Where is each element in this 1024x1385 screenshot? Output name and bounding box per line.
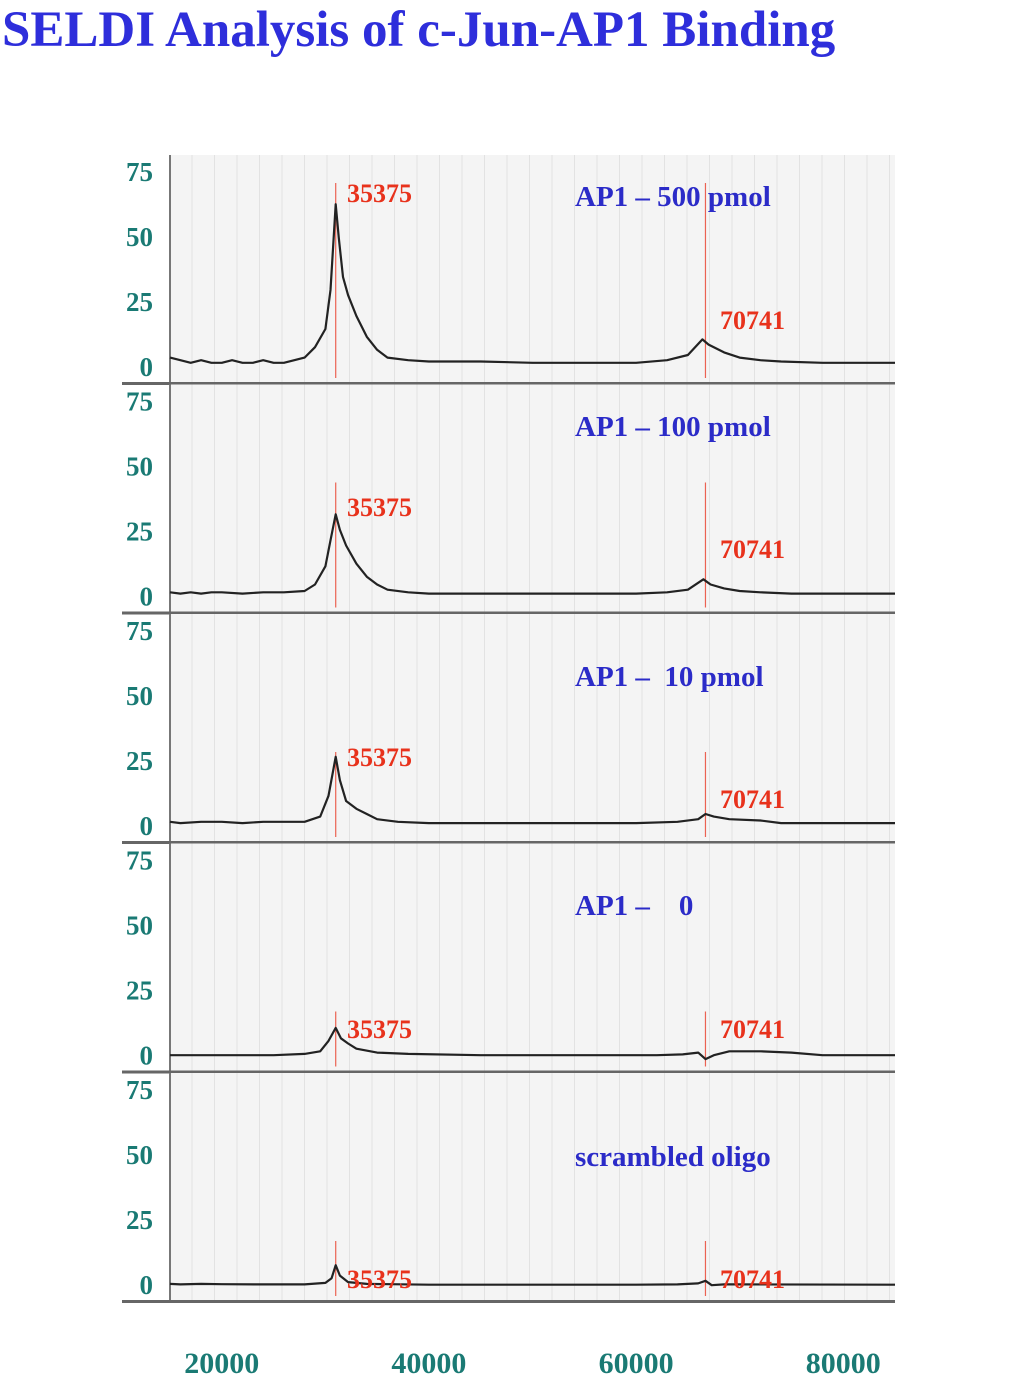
panel-background (170, 843, 895, 1073)
y-tick-label: 0 (140, 1270, 154, 1300)
spectrum-trace (169, 755, 895, 825)
y-tick-label: 25 (126, 1205, 153, 1235)
spectrum-trace (170, 1026, 895, 1061)
y-tick-label: 0 (140, 352, 154, 382)
page-title: SELDI Analysis of c-Jun-AP1 Binding (2, 2, 836, 58)
y-tick-label: 50 (126, 681, 153, 711)
y-tick-label: 0 (140, 582, 154, 612)
x-tick-label: 20000 (184, 1347, 259, 1380)
y-tick-label: 75 (126, 387, 153, 417)
x-tick-label: 80000 (806, 1347, 881, 1380)
panel-label: AP1 – 500 pmol (575, 181, 771, 213)
y-tick-label: 50 (126, 452, 153, 482)
spectrum-trace (169, 203, 895, 364)
y-tick-label: 50 (126, 222, 153, 252)
peak-label: 70741 (720, 1265, 785, 1294)
y-tick-label: 75 (126, 616, 153, 646)
peak-label: 35375 (347, 179, 412, 208)
spectrum-trace (169, 1264, 896, 1287)
y-tick-label: 75 (126, 157, 153, 187)
y-tick-label: 25 (126, 517, 153, 547)
panel-label: AP1 – 100 pmol (575, 411, 771, 443)
peak-label: 35375 (347, 743, 412, 772)
peak-label: 35375 (347, 493, 412, 522)
x-axis: 20000 40000 60000 80000 (184, 1347, 880, 1380)
x-tick-label: 60000 (599, 1347, 674, 1380)
panel-background (170, 614, 895, 844)
y-tick-label: 25 (126, 976, 153, 1006)
x-tick-label: 40000 (391, 1347, 466, 1380)
panel-background (170, 384, 895, 614)
peak-label: 35375 (347, 1015, 412, 1044)
y-tick-label: 75 (126, 846, 153, 876)
y-tick-label: 0 (140, 1041, 154, 1071)
panel-label: AP1 – 0 (575, 890, 693, 922)
y-tick-label: 75 (126, 1075, 153, 1105)
panel-background (170, 155, 895, 385)
y-tick-label: 50 (126, 911, 153, 941)
y-tick-label: 0 (140, 811, 154, 841)
peak-label: 70741 (720, 306, 785, 335)
spectrum-panel: 0 25 50 75 35375 70741 AP1 – 500 pmol (122, 155, 895, 385)
panel-label: AP1 – 10 pmol (575, 661, 764, 693)
spectrum-trace (169, 513, 895, 595)
spectrum-panel: 0 25 50 75 35375 70741 AP1 – 100 pmol (122, 384, 895, 615)
peak-label: 35375 (347, 1265, 412, 1294)
panels-layer: 0 25 50 75 35375 70741 AP1 – 500 pmol 0 25 50 75 35… (122, 155, 896, 1303)
y-tick-label: 25 (126, 287, 153, 317)
spectrum-panel: 0 25 50 75 35375 70741 scrambled oligo (122, 1073, 896, 1303)
panel-label: scrambled oligo (575, 1141, 771, 1173)
spectrum-panel: 0 25 50 75 35375 70741 AP1 – 10 pmol (122, 614, 895, 844)
y-tick-label: 50 (126, 1140, 153, 1170)
panel-background (170, 1073, 895, 1303)
spectrum-panel: 0 25 50 75 35375 70741 AP1 – 0 (122, 843, 895, 1074)
y-tick-label: 25 (126, 746, 153, 776)
peak-label: 70741 (720, 1015, 785, 1044)
peak-label: 70741 (720, 785, 785, 814)
peak-label: 70741 (720, 535, 785, 564)
